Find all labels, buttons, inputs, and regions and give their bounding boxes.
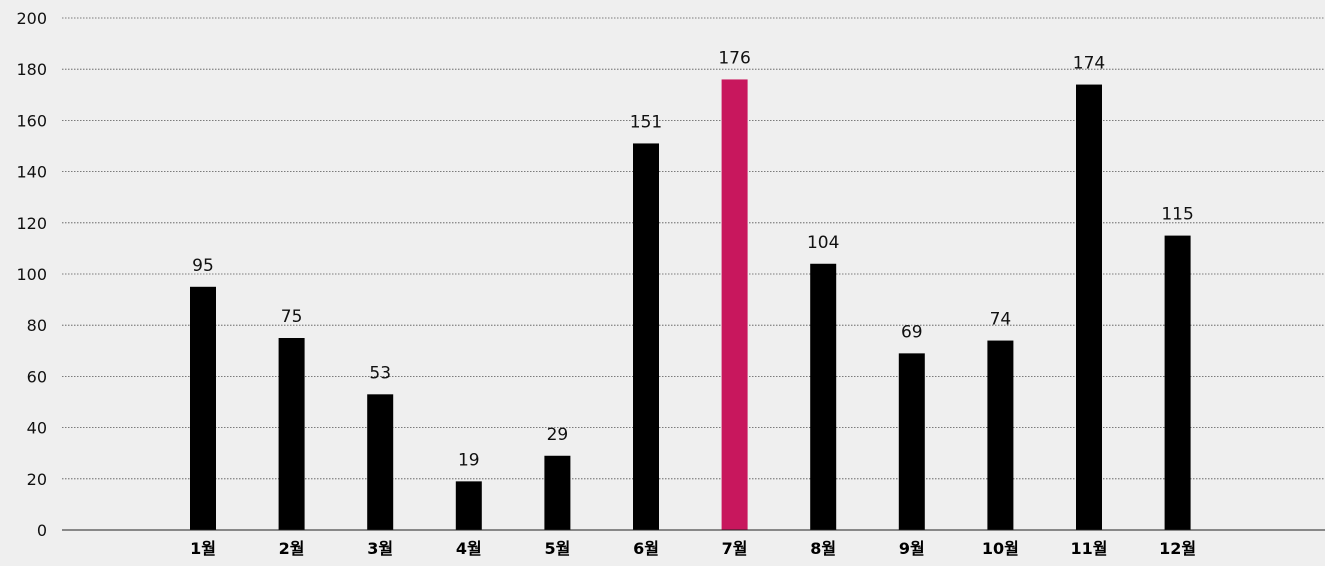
y-tick-label: 80 <box>27 316 47 335</box>
bar-11월 <box>1076 84 1102 530</box>
x-axis-ticks: 1월 2월 3월 4월 5월 6월 7월 8월 9월 10월 11월 12월 <box>190 539 1196 558</box>
value-label: 29 <box>547 425 569 445</box>
value-label: 115 <box>1161 205 1193 225</box>
y-tick-label: 120 <box>16 214 47 233</box>
bar-2월 <box>278 338 305 530</box>
x-tick-label: 9월 <box>899 539 925 558</box>
y-axis-ticks: 0 20 40 60 80 100 120 140 160 180 200 <box>16 9 47 540</box>
x-tick-label: 1월 <box>190 539 216 558</box>
x-tick-label: 10월 <box>982 539 1019 558</box>
value-label: 53 <box>369 363 391 383</box>
value-label: 174 <box>1073 54 1105 74</box>
bar-7월 <box>721 79 748 530</box>
bars <box>190 79 1191 530</box>
x-tick-label: 11월 <box>1071 539 1108 558</box>
y-tick-label: 60 <box>27 367 47 386</box>
value-label: 104 <box>807 233 839 253</box>
bar-5월 <box>544 455 571 530</box>
x-tick-label: 4월 <box>456 539 482 558</box>
x-tick-label: 12월 <box>1159 539 1196 558</box>
value-label: 151 <box>630 112 662 132</box>
y-tick-label: 0 <box>37 521 47 540</box>
bar-9월 <box>898 353 925 530</box>
bar-10월 <box>987 340 1014 530</box>
x-tick-label: 2월 <box>279 539 305 558</box>
value-label: 69 <box>901 322 923 342</box>
y-tick-label: 200 <box>16 9 47 28</box>
value-label: 19 <box>458 450 480 470</box>
value-label: 74 <box>990 310 1012 330</box>
y-tick-label: 140 <box>16 163 47 182</box>
x-tick-label: 6월 <box>633 539 659 558</box>
value-label: 176 <box>718 48 750 68</box>
x-tick-label: 5월 <box>544 539 570 558</box>
bar-3월 <box>367 394 394 530</box>
gridlines <box>62 17 1325 480</box>
y-tick-label: 40 <box>27 419 47 438</box>
bar-8월 <box>810 263 837 530</box>
x-tick-label: 3월 <box>367 539 393 558</box>
bar-1월 <box>190 286 216 530</box>
bar-6월 <box>633 143 659 530</box>
bar-12월 <box>1164 235 1191 530</box>
y-tick-label: 100 <box>16 265 47 284</box>
y-tick-label: 160 <box>16 111 47 130</box>
bar-4월 <box>455 481 482 530</box>
y-tick-label: 180 <box>16 60 47 79</box>
value-label: 95 <box>192 256 214 276</box>
y-tick-label: 20 <box>27 470 47 489</box>
x-tick-label: 7월 <box>722 539 748 558</box>
value-labels: 95 75 53 19 29 151 176 104 69 74 174 115 <box>192 48 1194 470</box>
value-label: 75 <box>281 307 303 327</box>
x-tick-label: 8월 <box>810 539 836 558</box>
